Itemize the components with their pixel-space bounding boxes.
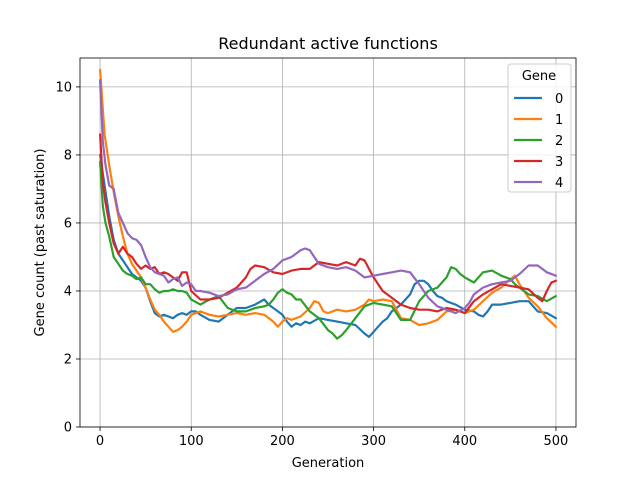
series-line-gene-3	[98, 133, 558, 315]
series-line-gene-2	[98, 160, 558, 340]
legend-items: 0 1 2 3 4	[514, 92, 563, 191]
y-tick-label: 8	[64, 148, 72, 163]
legend-label-gene-4: 4	[555, 176, 563, 191]
x-tick-label: 0	[96, 434, 104, 449]
series-lines	[98, 68, 558, 340]
plot-frame	[79, 57, 577, 428]
legend-label-gene-1: 1	[555, 113, 563, 128]
x-tick-label: 200	[270, 434, 295, 449]
series-line-gene-4	[98, 78, 558, 315]
y-tick-label: 0	[64, 421, 72, 436]
y-tick-label: 4	[64, 284, 72, 299]
y-tick-label: 10	[55, 80, 72, 95]
x-tick-label: 100	[179, 434, 204, 449]
y-axis-label: Gene count (past saturation)	[33, 149, 48, 337]
legend: Gene 0 1 2 3 4	[507, 63, 572, 193]
x-tick-label: 300	[361, 434, 386, 449]
series-line-gene-0	[98, 153, 558, 338]
chart-title: Redundant active functions	[218, 34, 438, 53]
x-axis-label: Generation	[292, 456, 365, 471]
x-tick-label: 400	[452, 434, 477, 449]
legend-title: Gene	[522, 69, 556, 84]
legend-label-gene-0: 0	[555, 92, 563, 107]
y-tick-label: 6	[64, 216, 72, 231]
x-tick-label: 500	[544, 434, 569, 449]
legend-label-gene-3: 3	[555, 155, 563, 170]
legend-label-gene-2: 2	[555, 134, 563, 149]
y-tick-label: 2	[64, 352, 72, 367]
grid	[80, 58, 576, 428]
